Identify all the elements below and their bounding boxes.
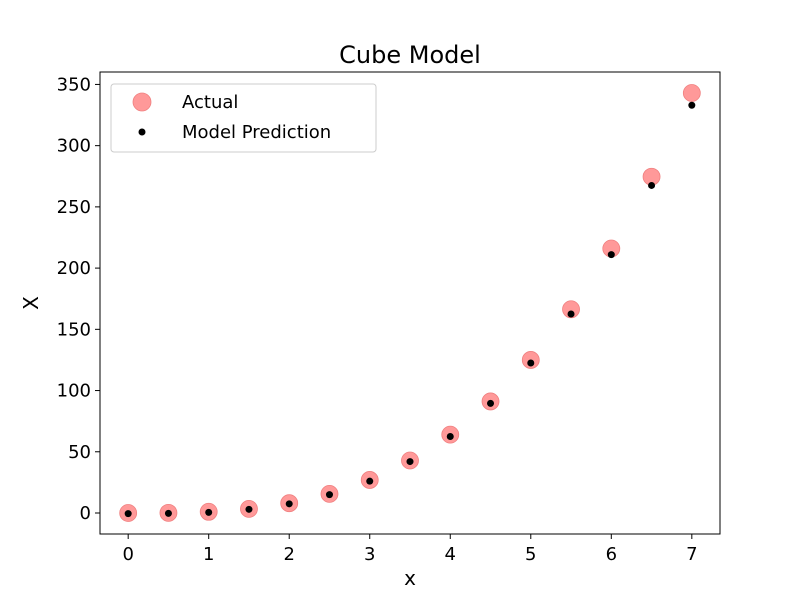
y-tick-label: 150 (57, 319, 91, 340)
x-tick-label: 5 (525, 544, 536, 565)
legend-label-model-prediction: Model Prediction (182, 122, 331, 143)
model-prediction-point (607, 251, 615, 259)
model-prediction-point (688, 101, 696, 109)
x-tick-label: 7 (686, 544, 697, 565)
y-tick-label: 100 (57, 381, 91, 402)
model-prediction-point (366, 477, 374, 485)
model-prediction-point (285, 500, 293, 508)
legend-marker-model-prediction (138, 128, 146, 136)
y-axis-label: X (19, 296, 43, 310)
x-tick-label: 0 (122, 544, 133, 565)
model-prediction-point (245, 505, 253, 513)
actual-point (562, 300, 580, 319)
legend-box (110, 83, 377, 153)
y-tick-label: 350 (57, 74, 91, 95)
model-prediction-point (205, 508, 213, 516)
x-axis-label: x (404, 566, 416, 590)
actual-point (682, 84, 701, 102)
model-prediction-point (124, 510, 132, 518)
x-tick-label: 6 (606, 544, 617, 565)
points-layer (119, 84, 701, 522)
x-tick-label: 4 (445, 544, 456, 565)
x-axis-ticks: 0 1 2 3 4 5 6 7 (122, 534, 698, 565)
model-prediction-point (567, 310, 575, 318)
chart-title: Cube Model (339, 41, 481, 69)
model-prediction-point (648, 181, 656, 189)
y-axis-ticks: 0 50 100 150 200 250 300 350 (57, 74, 100, 524)
plot-frame (99, 71, 721, 535)
x-tick-label: 1 (203, 544, 214, 565)
y-tick-label: 50 (68, 442, 91, 463)
model-prediction-point (325, 491, 333, 499)
y-tick-label: 250 (57, 197, 91, 218)
model-prediction-point (487, 399, 495, 407)
model-prediction-point (406, 458, 414, 466)
legend: Actual Model Prediction (110, 83, 377, 153)
y-tick-label: 0 (80, 503, 91, 524)
model-prediction-point (446, 432, 454, 440)
model-prediction-point (164, 509, 172, 517)
x-tick-label: 2 (283, 544, 294, 565)
legend-label-actual: Actual (182, 92, 238, 113)
y-tick-label: 300 (57, 136, 91, 157)
x-tick-label: 3 (364, 544, 375, 565)
y-tick-label: 200 (57, 258, 91, 279)
legend-marker-actual (132, 92, 152, 112)
model-prediction-point (527, 359, 535, 367)
